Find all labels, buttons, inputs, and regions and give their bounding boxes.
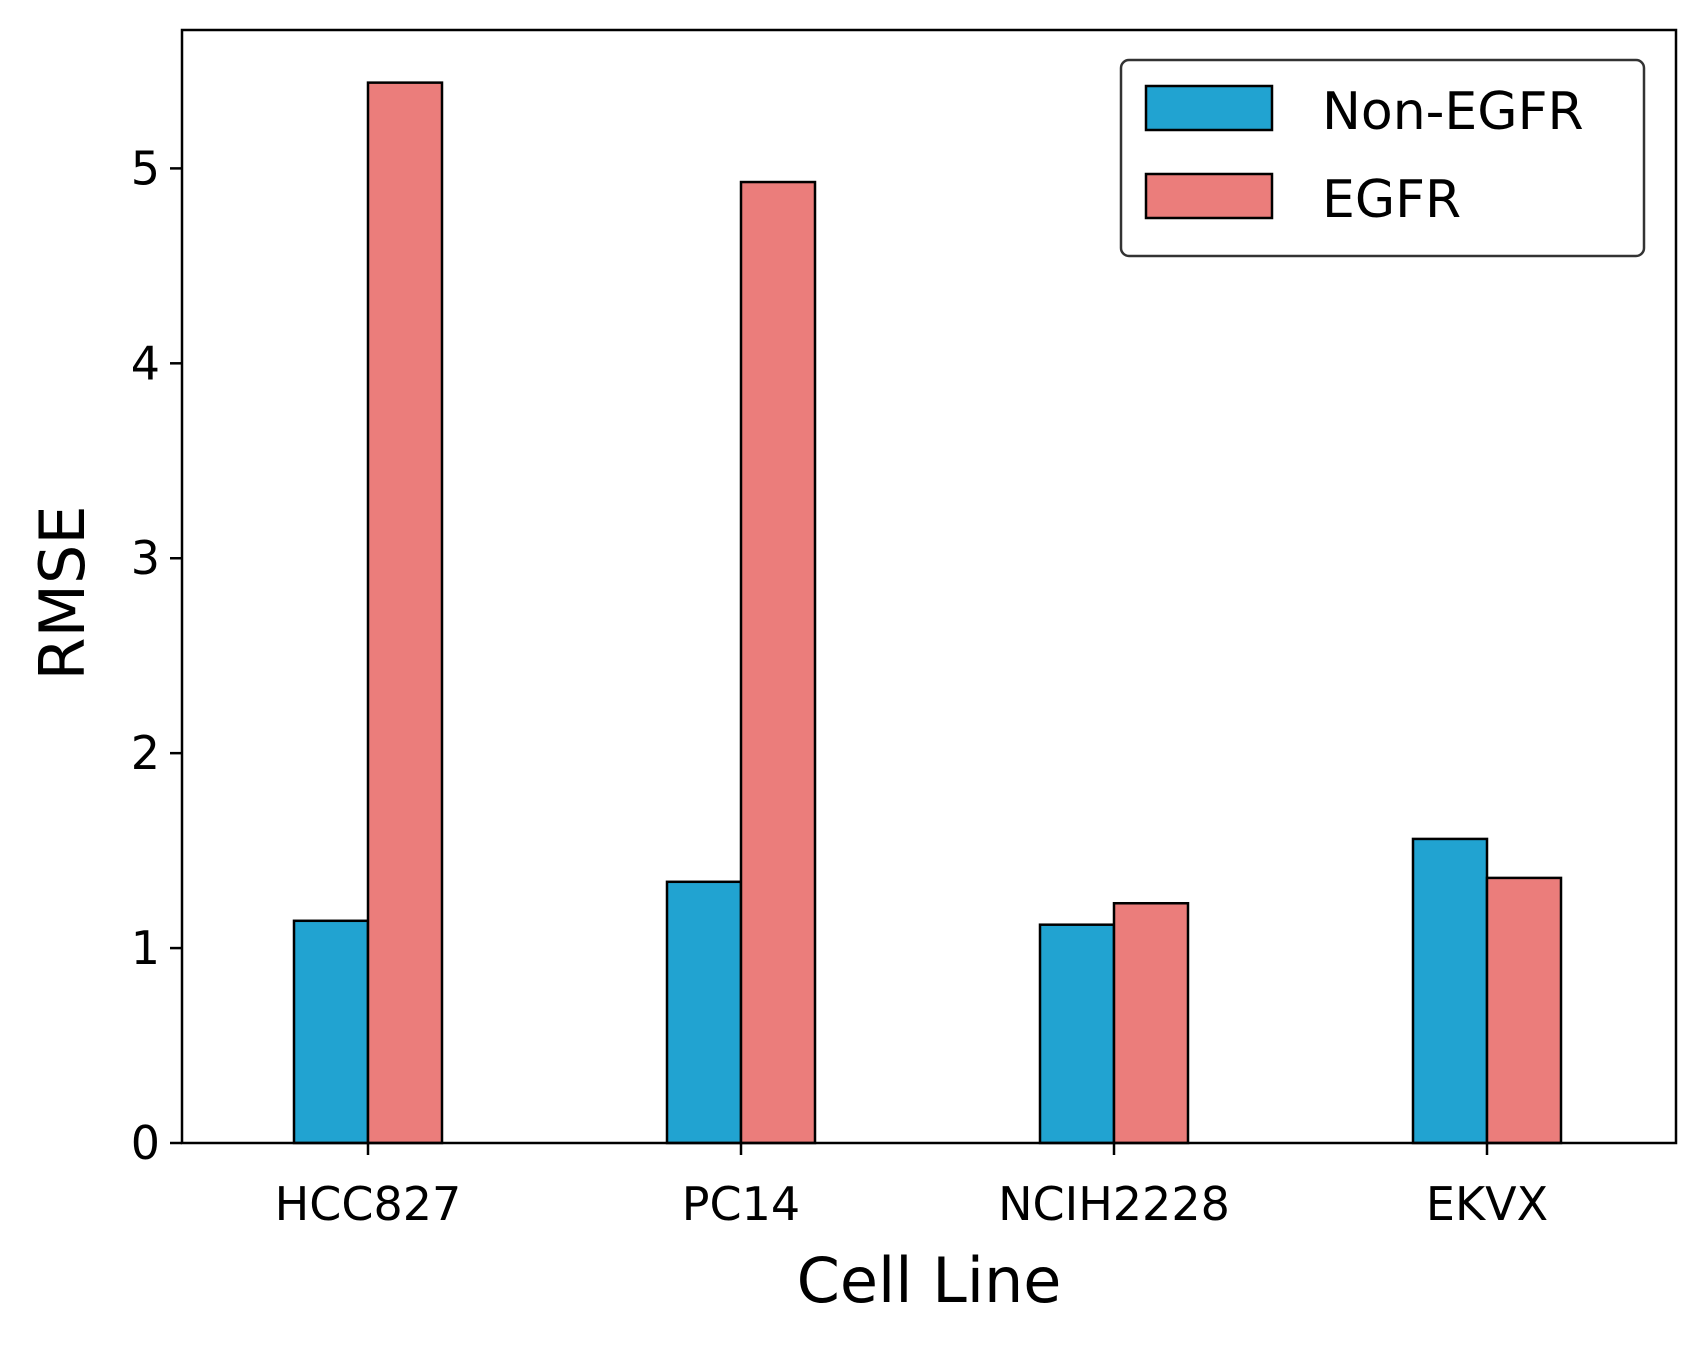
x-axis-title: Cell Line (797, 1244, 1062, 1317)
x-tick-label-ekvx: EKVX (1426, 1177, 1548, 1231)
y-tick-label-1: 1 (131, 921, 160, 975)
y-tick-label-2: 2 (131, 726, 160, 780)
y-tick-label-3: 3 (131, 531, 160, 585)
legend-swatch-non-egfr (1144, 84, 1274, 132)
bar-non-egfr-hcc827 (292, 919, 370, 1145)
y-tick-label-0: 0 (131, 1116, 160, 1170)
y-axis: 0 1 2 3 4 5 (131, 141, 182, 1170)
x-axis: HCC827 PC14 NCIH2228 EKVX (275, 1143, 1548, 1231)
bar-egfr-pc14 (739, 180, 817, 1145)
x-tick-label-pc14: PC14 (682, 1177, 800, 1231)
legend: Non-EGFR EGFR (1119, 58, 1646, 258)
plot-frame (180, 28, 1678, 1145)
legend-label-egfr: EGFR (1322, 170, 1461, 230)
bar-egfr-hcc827 (366, 81, 444, 1145)
bar-egfr-ncih2228 (1112, 901, 1190, 1145)
y-axis-title: RMSE (26, 505, 99, 680)
bar-egfr-ekvx (1485, 876, 1563, 1145)
legend-swatch-egfr (1144, 172, 1274, 220)
bars-layer (292, 81, 1563, 1145)
bar-non-egfr-pc14 (665, 880, 743, 1145)
y-tick-label-5: 5 (131, 141, 160, 195)
bar-non-egfr-ncih2228 (1038, 923, 1116, 1145)
bar-non-egfr-ekvx (1411, 837, 1489, 1145)
y-tick-label-4: 4 (131, 336, 160, 390)
x-tick-label-hcc827: HCC827 (275, 1177, 462, 1231)
x-tick-label-ncih2228: NCIH2228 (998, 1177, 1230, 1231)
legend-label-non-egfr: Non-EGFR (1322, 82, 1584, 142)
